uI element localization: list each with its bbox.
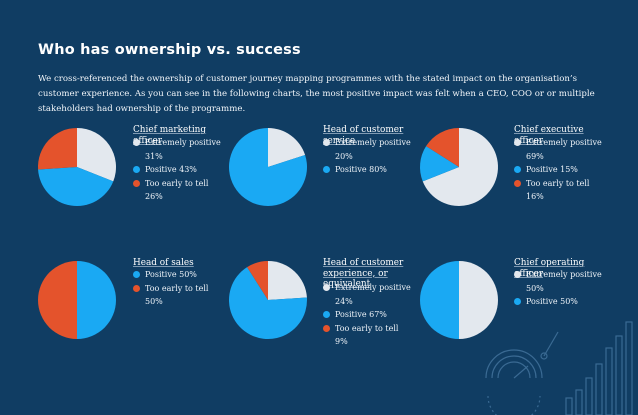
legend-item: Too early to tell 50% [133,282,223,309]
legend-swatch-extremely-positive [323,284,330,291]
pie-slice [228,128,307,206]
legend-label: Positive 43% [145,165,197,174]
pie-slice [77,128,116,182]
pie-slice [38,261,77,339]
legend-swatch-positive [323,311,330,318]
pie-chart-head-customer-experience [228,261,307,339]
pie-slice [38,167,114,206]
pie-chart-cmo [38,128,116,206]
legend-coo: Extremely positive 50% Positive 50% [514,268,604,309]
legend-item: Positive 67% [323,308,413,322]
pie-slice [228,267,307,339]
pie-slice [268,261,307,300]
legend-label: Too early to tell 26% [145,178,209,202]
legend-label: Positive 80% [335,165,387,174]
legend-swatch-too-early [514,179,521,187]
legend-swatch-too-early [133,284,140,292]
legend-swatch-extremely-positive [514,271,521,278]
decorative-gauge-icon [485,331,559,415]
legend-swatch-positive [514,298,521,305]
pie-slice [426,128,459,167]
legend-label: Extremely positive 50% [526,270,602,293]
legend-swatch-extremely-positive [133,139,140,146]
legend-item: Positive 15% [514,163,604,177]
legend-label: Positive 15% [526,165,578,174]
legend-head-of-sales: Positive 50% Too early to tell 50% [133,268,223,309]
legend-item: Extremely positive 69% [514,136,604,163]
legend-label: Extremely positive 31% [145,138,221,161]
pie-slice [38,128,77,170]
intro-paragraph: We cross-referenced the ownership of cus… [38,74,595,114]
chart-title-cmo: Chief marketing officer [133,125,207,146]
legend-head-customer-experience: Extremely positive 24% Positive 67% Too … [323,281,413,349]
decorative-line-art [485,321,633,415]
chart-title-ceo: Chief executive officer [514,125,584,146]
legend-item: Extremely positive 20% [323,136,413,163]
chart-title-head-of-sales: Head of sales [133,258,194,268]
legend-item: Positive 50% [514,295,604,309]
pie-slice [422,128,499,206]
legend-label: Positive 50% [145,270,197,279]
legend-item: Positive 43% [133,163,223,177]
legend-label: Too early to tell 16% [526,178,590,202]
legend-label: Positive 50% [526,297,578,306]
legend-label: Too early to tell 9% [335,323,399,347]
legend-label: Positive 67% [335,310,387,319]
legend-swatch-extremely-positive [514,139,521,146]
legend-item: Positive 80% [323,163,413,177]
pie-slice [420,146,459,182]
legend-swatch-too-early [133,179,140,187]
legend-item: Extremely positive 31% [133,136,223,163]
legend-item: Positive 50% [133,268,223,282]
legend-ceo: Extremely positive 69% Positive 15% Too … [514,136,604,204]
decorative-bars-icon [565,321,633,415]
pie-slice [77,261,116,339]
pie-slice [459,261,498,339]
chart-title-coo: Chief operating officer [514,258,585,279]
pie-chart-ceo [420,128,499,206]
legend-swatch-extremely-positive [323,139,330,146]
page-title: Who has ownership vs. success [38,42,301,58]
legend-cmo: Extremely positive 31% Positive 43% Too … [133,136,223,204]
legend-label: Too early to tell 50% [145,283,209,307]
chart-title-head-customer-service: Head of customer service [323,125,404,146]
pie-slice [420,261,459,339]
legend-swatch-positive [323,166,330,173]
pie-slice [247,261,268,300]
legend-item: Too early to tell 9% [323,322,413,349]
legend-item: Extremely positive 24% [323,281,413,308]
legend-label: Extremely positive 20% [335,138,411,161]
legend-swatch-too-early [323,324,330,332]
legend-label: Extremely positive 69% [526,138,602,161]
pie-slice [268,128,306,167]
pie-chart-head-of-sales [38,261,116,339]
chart-title-head-customer-experience: Head of customer experience, or equivale… [323,258,404,289]
legend-item: Extremely positive 50% [514,268,604,295]
legend-label: Extremely positive 24% [335,283,411,306]
legend-swatch-positive [133,271,140,278]
legend-swatch-positive [514,166,521,173]
legend-head-customer-service: Extremely positive 20% Positive 80% [323,136,413,177]
legend-item: Too early to tell 26% [133,177,223,204]
pie-chart-head-customer-service [228,128,307,206]
legend-item: Too early to tell 16% [514,177,604,204]
legend-swatch-positive [133,166,140,173]
pie-chart-coo [420,261,498,339]
